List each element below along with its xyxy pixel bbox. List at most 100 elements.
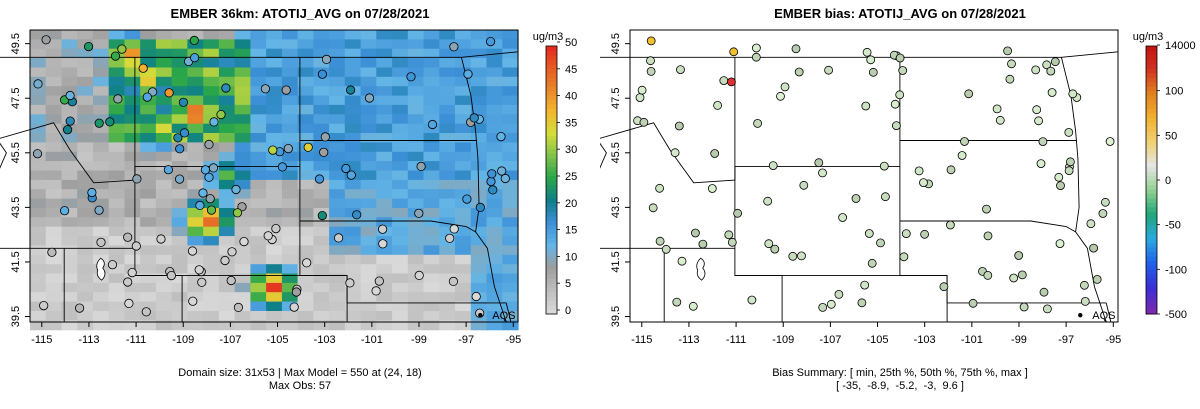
heatmap-cell bbox=[93, 48, 110, 59]
heatmap-cell bbox=[93, 76, 110, 87]
heatmap-cell bbox=[360, 320, 377, 331]
heatmap-cell bbox=[502, 217, 519, 228]
heatmap-cell bbox=[30, 30, 47, 40]
heatmap-cell bbox=[234, 142, 251, 153]
bias-site-marker bbox=[891, 121, 901, 130]
heatmap-cell bbox=[297, 217, 314, 228]
colorbar-tick-label: 0 bbox=[1165, 175, 1171, 187]
bias-site-marker bbox=[776, 91, 785, 101]
heatmap-cell bbox=[124, 217, 141, 228]
colorbar-segment bbox=[546, 264, 557, 270]
heatmap-cell bbox=[266, 48, 283, 59]
heatmap-cell bbox=[344, 151, 362, 162]
heatmap-cell bbox=[281, 282, 299, 293]
heatmap-cell bbox=[187, 208, 204, 218]
heatmap-cell bbox=[439, 217, 456, 228]
heatmap-cell bbox=[392, 95, 409, 106]
heatmap-cell bbox=[502, 254, 519, 265]
heatmap-cell bbox=[407, 142, 425, 153]
bias-site-marker bbox=[814, 158, 824, 168]
heatmap-cell bbox=[203, 245, 220, 256]
colorbar-segment bbox=[1146, 135, 1157, 141]
heatmap-cell bbox=[439, 189, 456, 200]
heatmap-cell bbox=[171, 320, 188, 331]
state-border bbox=[505, 302, 512, 323]
heatmap-cell bbox=[30, 189, 47, 200]
heatmap-cell bbox=[30, 114, 47, 125]
colorbar-tick-label: 10 bbox=[565, 251, 577, 263]
heatmap-cell bbox=[376, 151, 393, 162]
heatmap-cell bbox=[486, 189, 503, 200]
heatmap-cell bbox=[124, 208, 141, 218]
heatmap-cell bbox=[376, 245, 393, 256]
colorbar-tick-label: 30 bbox=[565, 144, 577, 156]
heatmap-cell bbox=[45, 179, 62, 190]
heatmap-cell bbox=[486, 86, 503, 97]
heatmap-cell bbox=[470, 226, 488, 237]
heatmap-cell bbox=[407, 264, 425, 275]
heatmap-cell bbox=[218, 142, 236, 153]
aqs-label: AQS bbox=[1092, 310, 1115, 322]
obs-site-marker bbox=[268, 145, 278, 155]
heatmap-cell bbox=[329, 123, 346, 134]
heatmap-cell bbox=[502, 179, 519, 190]
bias-site-marker bbox=[901, 229, 911, 239]
heatmap-cell bbox=[297, 311, 314, 321]
obs-site-marker bbox=[333, 233, 344, 243]
heatmap-cell bbox=[313, 48, 330, 59]
heatmap-cell bbox=[61, 48, 78, 59]
colorbar-segment bbox=[546, 180, 557, 185]
y-tick-label: 43.5 bbox=[610, 197, 622, 218]
heatmap-cell bbox=[108, 30, 125, 40]
colorbar: 0 5 10 15 20 25 30 35 40 45 50 bbox=[545, 37, 577, 317]
colorbar-segment bbox=[1146, 166, 1157, 172]
heatmap-cell bbox=[30, 273, 47, 284]
colorbar-tick-label: 15 bbox=[565, 225, 577, 237]
heatmap-cell bbox=[45, 114, 62, 125]
heatmap-cell bbox=[124, 320, 141, 331]
heatmap-cell bbox=[45, 67, 62, 78]
heatmap-cell bbox=[486, 30, 503, 40]
x-tick-label: -95 bbox=[505, 334, 521, 346]
heatmap-cell bbox=[439, 320, 456, 331]
heatmap-cell bbox=[203, 48, 220, 59]
bias-site-marker bbox=[691, 228, 700, 238]
bias-site-marker bbox=[866, 55, 876, 65]
bias-site-marker bbox=[1003, 46, 1013, 56]
obs-site-marker bbox=[221, 83, 231, 93]
bias-site-marker bbox=[799, 180, 809, 190]
y-tick-label: 45.5 bbox=[610, 142, 622, 163]
heatmap-cell bbox=[376, 67, 393, 78]
heatmap-cell bbox=[171, 254, 188, 265]
heatmap-cell bbox=[218, 67, 236, 78]
heatmap-cell bbox=[360, 114, 377, 125]
heatmap-cell bbox=[61, 30, 78, 40]
heatmap-cell bbox=[439, 142, 456, 153]
colorbar-segment bbox=[546, 193, 557, 199]
heatmap-cell bbox=[218, 198, 236, 209]
obs-site-marker bbox=[62, 125, 73, 135]
colorbar-segment bbox=[1146, 72, 1157, 78]
colorbar-tick-label: -50 bbox=[1165, 220, 1181, 232]
heatmap-cell bbox=[297, 161, 314, 172]
heatmap-cell bbox=[140, 264, 157, 275]
heatmap-cell bbox=[455, 133, 472, 143]
heatmap-cell bbox=[234, 189, 251, 200]
heatmap-cell bbox=[140, 208, 157, 218]
heatmap-cell bbox=[140, 76, 157, 87]
heatmap-cell bbox=[203, 189, 220, 200]
heatmap-cell bbox=[266, 311, 283, 321]
heatmap-cell bbox=[250, 226, 267, 237]
x-tick-label: -107 bbox=[819, 334, 841, 346]
bias-site-marker bbox=[1036, 159, 1046, 169]
heatmap-cell bbox=[30, 133, 47, 143]
obs-site-marker bbox=[65, 90, 75, 101]
bias-site-marker bbox=[939, 282, 949, 292]
heatmap-cell bbox=[392, 217, 409, 228]
obs-site-marker bbox=[500, 173, 510, 184]
heatmap-cell bbox=[360, 133, 377, 143]
heatmap-cell bbox=[203, 133, 220, 143]
bias-site-marker bbox=[1039, 287, 1049, 297]
bias-site-marker bbox=[794, 67, 804, 77]
heatmap-cell bbox=[281, 151, 299, 162]
